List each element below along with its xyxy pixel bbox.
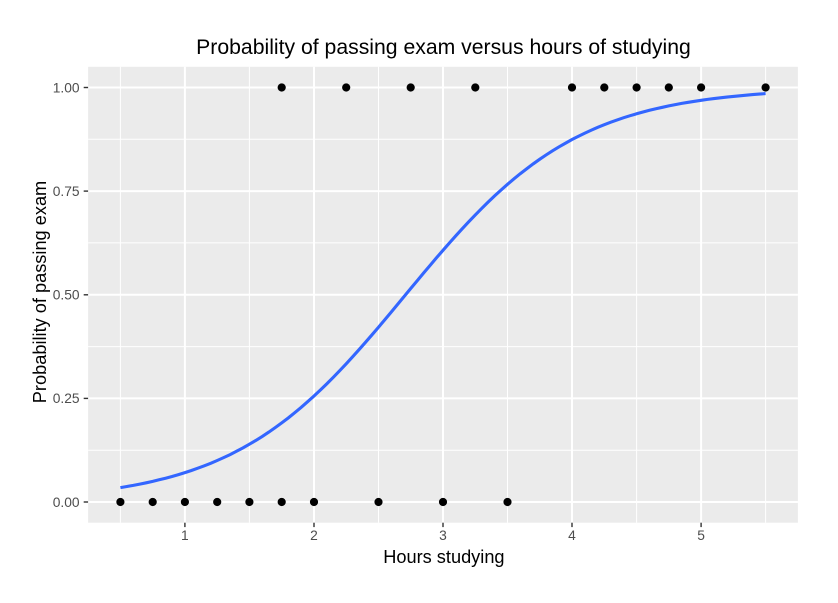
svg-text:1: 1 [181, 528, 189, 543]
svg-text:4: 4 [568, 528, 576, 543]
svg-text:0.25: 0.25 [53, 391, 80, 406]
svg-text:5: 5 [697, 528, 705, 543]
svg-text:Hours studying: Hours studying [383, 547, 504, 567]
svg-text:1.00: 1.00 [53, 80, 80, 95]
svg-text:0.00: 0.00 [53, 495, 80, 510]
svg-text:Probability of passing exam: Probability of passing exam [30, 181, 50, 403]
svg-text:0.75: 0.75 [53, 184, 80, 199]
svg-text:0.50: 0.50 [53, 288, 80, 303]
svg-text:3: 3 [439, 528, 447, 543]
svg-text:Probability of passing exam ve: Probability of passing exam versus hours… [196, 36, 691, 59]
svg-text:2: 2 [310, 528, 318, 543]
